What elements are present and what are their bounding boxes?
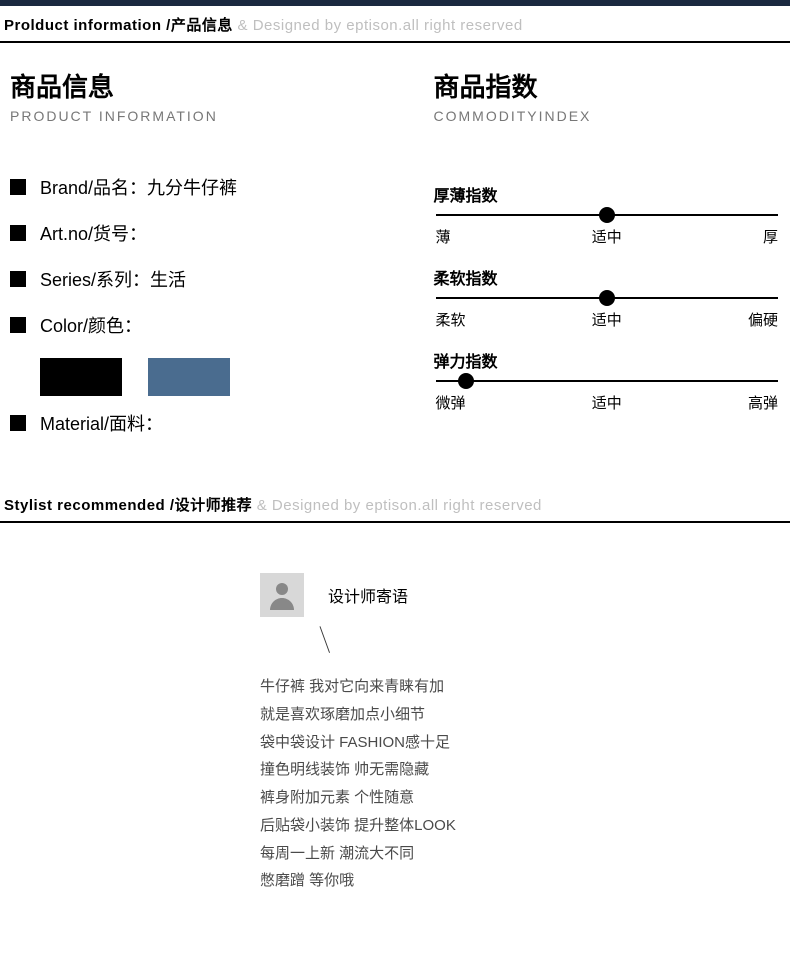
attr-label: Brand/品名：九分牛仔裤: [40, 174, 237, 200]
stylist-avatar: [260, 573, 304, 617]
bullet-icon: [10, 415, 26, 431]
stylist-line: 憋磨蹭 等你哦: [260, 867, 790, 895]
stylist-block: 设计师寄语 ＼ 牛仔裤 我对它向来青睐有加就是喜欢琢磨加点小细节袋中袋设计 FA…: [0, 523, 790, 975]
stylist-title: 设计师寄语: [328, 583, 408, 607]
gauge-dot: [458, 373, 474, 389]
section-bar-en: Stylist recommended /: [4, 497, 175, 514]
gauge-label: 厚: [763, 226, 778, 247]
gauge-track: [436, 380, 779, 382]
stylist-line: 后贴袋小装饰 提升整体LOOK: [260, 812, 790, 840]
gauge-label: 适中: [592, 309, 622, 330]
gauge-label: 适中: [592, 392, 622, 413]
bullet-icon: [10, 179, 26, 195]
section-bar-sub: & Designed by eptison.all right reserved: [252, 497, 542, 514]
product-info-columns: 商品信息 PRODUCT INFORMATION Brand/品名：九分牛仔裤 …: [0, 43, 790, 486]
gauge: 厚薄指数薄 适中 厚: [434, 182, 781, 247]
section-bar-stylist: Stylist recommended /设计师推荐 & Designed by…: [0, 486, 790, 523]
section-bar-sub: & Designed by eptison.all right reserved: [233, 17, 523, 34]
gauge-label: 柔软: [436, 309, 466, 330]
bullet-icon: [10, 225, 26, 241]
product-info-left: 商品信息 PRODUCT INFORMATION Brand/品名：九分牛仔裤 …: [10, 67, 434, 456]
stylist-line: 每周一上新 潮流大不同: [260, 840, 790, 868]
attr-artno: Art.no/货号：: [10, 220, 434, 246]
color-swatches: [40, 358, 434, 396]
gauge-label: 薄: [436, 226, 451, 247]
swatch-black: [40, 358, 122, 396]
left-title-en: PRODUCT INFORMATION: [10, 108, 434, 124]
attr-brand: Brand/品名：九分牛仔裤: [10, 174, 434, 200]
pointer-icon: ＼: [308, 620, 341, 658]
stylist-line: 袋中袋设计 FASHION感十足: [260, 729, 790, 757]
attr-series: Series/系列：生活: [10, 266, 434, 292]
gauge-title: 厚薄指数: [434, 182, 781, 206]
product-index-right: 商品指数 COMMODITYINDEX 厚薄指数薄适中厚柔软指数柔软适中偏硬弹力…: [434, 67, 781, 456]
attr-label: Color/颜色：: [40, 312, 142, 338]
gauge-track: [436, 297, 779, 299]
stylist-line: 撞色明线装饰 帅无需隐藏: [260, 756, 790, 784]
stylist-message: 牛仔裤 我对它向来青睐有加就是喜欢琢磨加点小细节袋中袋设计 FASHION感十足…: [260, 673, 790, 895]
gauge-label: 高弹: [748, 392, 778, 413]
attr-material: Material/面料：: [10, 410, 434, 436]
right-title-zh: 商品指数: [434, 67, 781, 104]
swatch-blue: [148, 358, 230, 396]
gauge-dot: [599, 290, 615, 306]
gauge-labels: 微弹 适中 高弹: [434, 392, 781, 413]
gauge-labels: 柔软 适中 偏硬: [434, 309, 781, 330]
section-bar-zh: 设计师推荐: [175, 497, 253, 514]
section-bar-product-info: Prolduct information /产品信息 & Designed by…: [0, 6, 790, 43]
person-icon: [264, 577, 300, 613]
gauges: 厚薄指数薄适中厚柔软指数柔软适中偏硬弹力指数微弹适中高弹: [434, 182, 781, 413]
gauge-label: 偏硬: [748, 309, 778, 330]
gauge-track: [436, 214, 779, 216]
stylist-line: 裤身附加元素 个性随意: [260, 784, 790, 812]
gauge-dot: [599, 207, 615, 223]
left-title-zh: 商品信息: [10, 67, 434, 104]
attr-label: Art.no/货号：: [40, 220, 147, 246]
stylist-head: 设计师寄语: [260, 573, 790, 617]
attr-label: Material/面料：: [40, 410, 163, 436]
gauge-label: 微弹: [436, 392, 466, 413]
attribute-list: Brand/品名：九分牛仔裤 Art.no/货号： Series/系列：生活 C…: [10, 174, 434, 436]
gauge-title: 柔软指数: [434, 265, 781, 289]
attr-color: Color/颜色：: [10, 312, 434, 338]
gauge: 弹力指数微弹 适中 高弹: [434, 348, 781, 413]
stylist-line: 牛仔裤 我对它向来青睐有加: [260, 673, 790, 701]
gauge-title: 弹力指数: [434, 348, 781, 372]
gauge-labels: 薄 适中 厚: [434, 226, 781, 247]
section-bar-zh: 产品信息: [171, 17, 233, 34]
bullet-icon: [10, 317, 26, 333]
attr-label: Series/系列：生活: [40, 266, 186, 292]
bullet-icon: [10, 271, 26, 287]
gauge-label: 适中: [592, 226, 622, 247]
section-bar-en: Prolduct information /: [4, 17, 171, 34]
gauge: 柔软指数柔软 适中 偏硬: [434, 265, 781, 330]
right-title-en: COMMODITYINDEX: [434, 108, 781, 124]
stylist-line: 就是喜欢琢磨加点小细节: [260, 701, 790, 729]
